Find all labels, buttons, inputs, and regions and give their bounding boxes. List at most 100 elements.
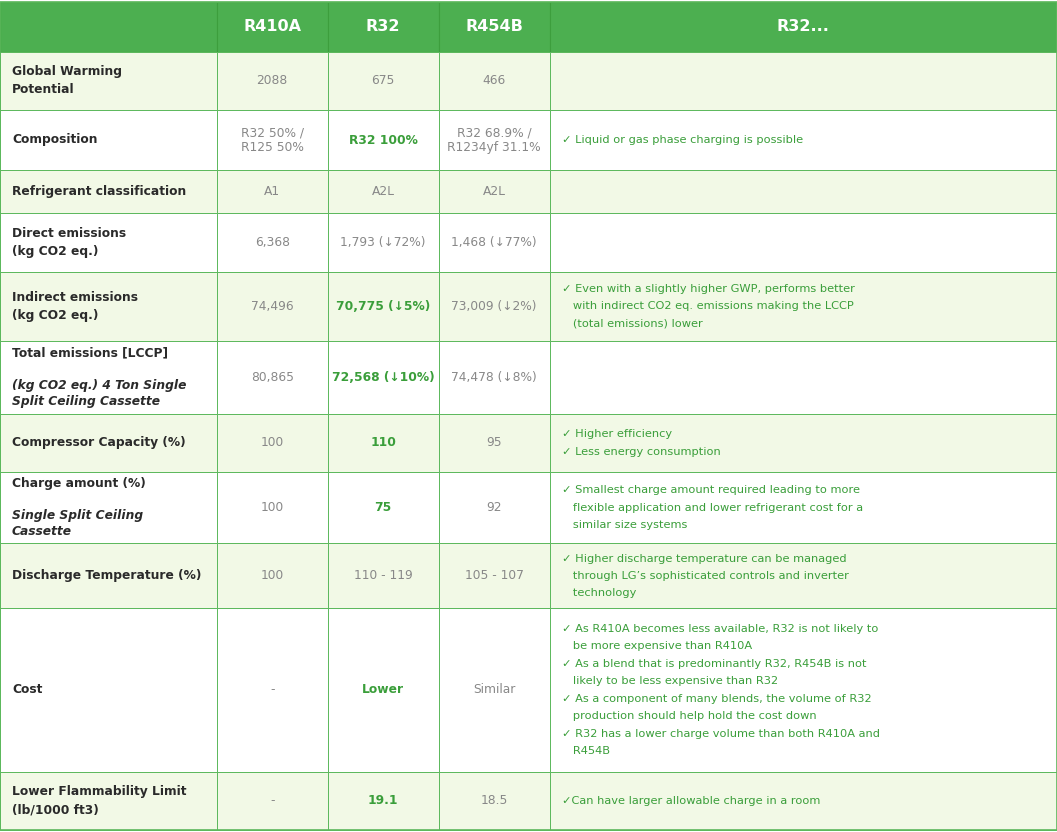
Text: (total emissions) lower: (total emissions) lower bbox=[561, 319, 703, 329]
Text: ✓ As a blend that is predominantly R32, R454B is not: ✓ As a blend that is predominantly R32, … bbox=[561, 659, 866, 669]
Text: Discharge Temperature (%): Discharge Temperature (%) bbox=[12, 569, 202, 582]
Text: 675: 675 bbox=[371, 74, 395, 87]
Bar bbox=[439, 213, 550, 271]
Text: (kg CO2 eq.) 4 Ton Single: (kg CO2 eq.) 4 Ton Single bbox=[12, 379, 186, 392]
Text: Global Warming: Global Warming bbox=[12, 65, 122, 78]
Bar bbox=[0, 2, 217, 52]
Bar bbox=[0, 271, 217, 340]
Bar bbox=[328, 340, 439, 414]
Text: 466: 466 bbox=[483, 74, 505, 87]
Text: likely to be less expensive than R32: likely to be less expensive than R32 bbox=[561, 676, 778, 686]
Text: R410A: R410A bbox=[243, 19, 301, 34]
Text: 75: 75 bbox=[374, 501, 392, 514]
Bar bbox=[328, 213, 439, 271]
Text: 6,368: 6,368 bbox=[255, 236, 290, 249]
Bar bbox=[328, 543, 439, 608]
Bar bbox=[0, 110, 217, 171]
Text: R32...: R32... bbox=[777, 19, 830, 34]
Text: Split Ceiling Cassette: Split Ceiling Cassette bbox=[12, 395, 160, 409]
Text: 2088: 2088 bbox=[257, 74, 288, 87]
Text: R32: R32 bbox=[366, 19, 401, 34]
Bar bbox=[0, 772, 217, 830]
Text: 100: 100 bbox=[261, 437, 283, 449]
Bar bbox=[217, 52, 328, 110]
Text: ✓ Even with a slightly higher GWP, performs better: ✓ Even with a slightly higher GWP, perfo… bbox=[561, 284, 854, 294]
Bar bbox=[550, 543, 1057, 608]
Text: ✓Can have larger allowable charge in a room: ✓Can have larger allowable charge in a r… bbox=[561, 796, 820, 806]
Bar bbox=[0, 52, 217, 110]
Text: Cassette: Cassette bbox=[12, 525, 72, 537]
Text: (lb/1000 ft3): (lb/1000 ft3) bbox=[12, 804, 98, 816]
Text: Cost: Cost bbox=[12, 683, 42, 696]
Text: Lower: Lower bbox=[363, 683, 404, 696]
Text: ✓ R32 has a lower charge volume than both R410A and: ✓ R32 has a lower charge volume than bot… bbox=[561, 729, 879, 739]
Bar bbox=[217, 414, 328, 472]
Bar bbox=[328, 772, 439, 830]
Bar bbox=[550, 472, 1057, 543]
Bar bbox=[439, 2, 550, 52]
Text: Direct emissions: Direct emissions bbox=[12, 227, 126, 240]
Text: -: - bbox=[270, 795, 275, 807]
Text: 1,468 (↓77%): 1,468 (↓77%) bbox=[451, 236, 537, 249]
Text: R32 50% /
R125 50%: R32 50% / R125 50% bbox=[241, 126, 303, 154]
Text: R32 68.9% /
R1234yf 31.1%: R32 68.9% / R1234yf 31.1% bbox=[447, 126, 541, 154]
Text: ✓ Less energy consumption: ✓ Less energy consumption bbox=[561, 447, 721, 457]
Bar bbox=[217, 608, 328, 772]
Text: with indirect CO2 eq. emissions making the LCCP: with indirect CO2 eq. emissions making t… bbox=[561, 301, 853, 311]
Text: through LG’s sophisticated controls and inverter: through LG’s sophisticated controls and … bbox=[561, 571, 849, 581]
Bar bbox=[439, 271, 550, 340]
Text: 74,478 (↓8%): 74,478 (↓8%) bbox=[451, 371, 537, 384]
Text: Charge amount (%): Charge amount (%) bbox=[12, 478, 146, 490]
Text: Single Split Ceiling: Single Split Ceiling bbox=[12, 509, 143, 522]
Bar bbox=[439, 340, 550, 414]
Text: Similar: Similar bbox=[472, 683, 516, 696]
Text: 74,496: 74,496 bbox=[251, 300, 294, 313]
Text: Composition: Composition bbox=[12, 133, 97, 146]
Bar bbox=[217, 271, 328, 340]
Text: (kg CO2 eq.): (kg CO2 eq.) bbox=[12, 309, 98, 321]
Bar bbox=[217, 340, 328, 414]
Bar bbox=[550, 213, 1057, 271]
Bar bbox=[0, 608, 217, 772]
Bar bbox=[439, 472, 550, 543]
Text: 105 - 107: 105 - 107 bbox=[465, 569, 523, 582]
Text: R454B: R454B bbox=[465, 19, 523, 34]
Bar bbox=[439, 772, 550, 830]
Bar bbox=[217, 2, 328, 52]
Bar bbox=[328, 414, 439, 472]
Bar bbox=[217, 110, 328, 171]
Bar bbox=[439, 52, 550, 110]
Bar bbox=[550, 271, 1057, 340]
Text: A2L: A2L bbox=[372, 186, 394, 198]
Bar bbox=[217, 543, 328, 608]
Text: Lower Flammability Limit: Lower Flammability Limit bbox=[12, 785, 186, 799]
Bar bbox=[328, 2, 439, 52]
Text: 92: 92 bbox=[486, 501, 502, 514]
Text: production should help hold the cost down: production should help hold the cost dow… bbox=[561, 711, 816, 721]
Bar bbox=[550, 414, 1057, 472]
Text: 73,009 (↓2%): 73,009 (↓2%) bbox=[451, 300, 537, 313]
Text: Indirect emissions: Indirect emissions bbox=[12, 290, 138, 304]
Bar bbox=[550, 340, 1057, 414]
Bar bbox=[328, 52, 439, 110]
Bar bbox=[0, 472, 217, 543]
Bar bbox=[0, 414, 217, 472]
Text: be more expensive than R410A: be more expensive than R410A bbox=[561, 641, 752, 651]
Bar bbox=[328, 110, 439, 171]
Text: 100: 100 bbox=[261, 501, 283, 514]
Bar bbox=[550, 608, 1057, 772]
Text: R32 100%: R32 100% bbox=[349, 133, 418, 146]
Bar bbox=[439, 171, 550, 213]
Text: similar size systems: similar size systems bbox=[561, 520, 687, 530]
Text: ✓ Smallest charge amount required leading to more: ✓ Smallest charge amount required leadin… bbox=[561, 485, 859, 495]
Text: 95: 95 bbox=[486, 437, 502, 449]
Text: ✓ As R410A becomes less available, R32 is not likely to: ✓ As R410A becomes less available, R32 i… bbox=[561, 624, 878, 634]
Text: ✓ Higher efficiency: ✓ Higher efficiency bbox=[561, 429, 672, 439]
Text: 110: 110 bbox=[370, 437, 396, 449]
Bar bbox=[328, 472, 439, 543]
Text: flexible application and lower refrigerant cost for a: flexible application and lower refrigera… bbox=[561, 503, 863, 513]
Text: Potential: Potential bbox=[12, 83, 75, 97]
Text: 70,775 (↓5%): 70,775 (↓5%) bbox=[336, 300, 430, 313]
Bar bbox=[328, 608, 439, 772]
Text: Refrigerant classification: Refrigerant classification bbox=[12, 186, 186, 198]
